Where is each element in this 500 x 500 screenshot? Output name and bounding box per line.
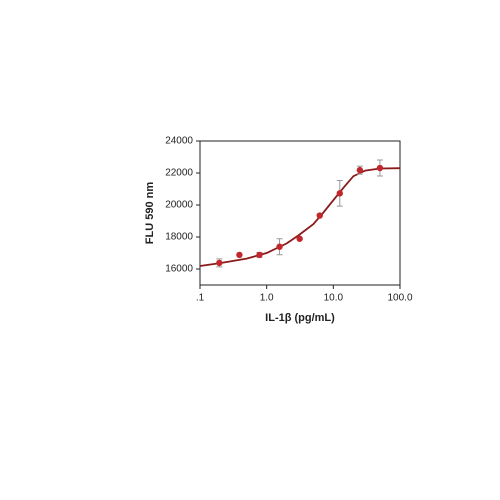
- data-point: [236, 251, 243, 259]
- data-point: [376, 164, 384, 172]
- data-point: [316, 212, 323, 219]
- x-axis-title: IL-1β (pg/mL): [265, 312, 335, 324]
- data-point: [216, 259, 223, 267]
- x-tick-label: 1.0: [260, 293, 274, 304]
- data-point: [296, 235, 303, 242]
- data-point: [256, 251, 263, 259]
- y-tick-label: 24000: [165, 136, 193, 147]
- y-tick-label: 18000: [165, 232, 193, 243]
- data-point: [276, 243, 283, 250]
- plot-frame: [199, 140, 401, 286]
- y-tick-label: 16000: [165, 264, 193, 275]
- x-tick-label: 10.0: [324, 293, 344, 304]
- data-point: [356, 166, 364, 174]
- data-point: [336, 190, 343, 197]
- x-tick-label: .1: [196, 293, 205, 304]
- y-tick-label: 22000: [165, 168, 193, 179]
- fit-curve: [199, 167, 401, 267]
- x-tick-label: 100.0: [387, 293, 412, 304]
- y-tick-label: 20000: [165, 200, 193, 211]
- y-axis-title: FLU 590 nm: [144, 182, 156, 245]
